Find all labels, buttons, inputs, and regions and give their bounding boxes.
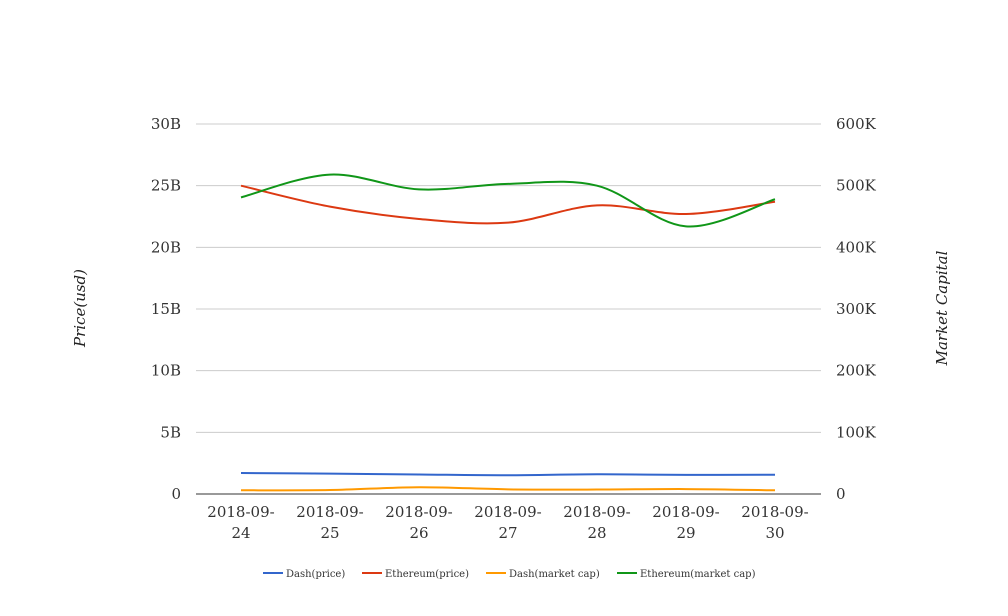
right-tick-label: 300K [836, 300, 877, 318]
right-axis-title: Market Capital [933, 250, 951, 366]
left-tick-label: 10B [151, 362, 181, 380]
series-line-dash-price [240, 472, 776, 477]
legend-label: Dash(market cap) [509, 569, 600, 580]
right-tick-label: 200K [836, 362, 877, 380]
x-axis-ticks: 2018-09-24 2018-09-25 2018-09-26 2018-09-27… [207, 503, 808, 542]
left-axis-ticks: 0 5B 10B 15B 20B 25B 30B [151, 115, 181, 503]
series-line-ethereum-price [240, 184, 776, 225]
legend: Dash(price) Ethereum(price) Dash(market ca… [263, 569, 756, 580]
left-tick-label: 20B [151, 238, 181, 256]
x-tick-label: 2018-09-30 [741, 503, 808, 542]
gridlines [196, 123, 821, 433]
x-tick-label: 2018-09-29 [652, 503, 719, 542]
right-tick-label: 100K [836, 423, 877, 441]
left-tick-label: 0 [171, 485, 181, 503]
x-tick-label: 2018-09-26 [385, 503, 452, 542]
series-line-ethereum-market-cap [240, 173, 776, 228]
x-tick-label: 2018-09-24 [207, 503, 274, 542]
left-tick-label: 25B [151, 177, 181, 195]
x-tick-label: 2018-09-27 [474, 503, 541, 542]
left-tick-label: 5B [160, 423, 181, 441]
legend-item-ethereum-market-cap[interactable]: Ethereum(market cap) [617, 569, 756, 580]
right-tick-label: 400K [836, 238, 877, 256]
x-tick-label: 2018-09-28 [563, 503, 630, 542]
legend-label: Ethereum(market cap) [640, 569, 756, 580]
right-tick-label: 0 [836, 485, 846, 503]
legend-item-dash-market-cap[interactable]: Dash(market cap) [486, 569, 600, 580]
left-tick-label: 30B [151, 115, 181, 133]
legend-item-ethereum-price[interactable]: Ethereum(price) [362, 569, 469, 580]
left-axis-title: Price(usd) [71, 269, 89, 348]
series-line-dash-market-cap [240, 486, 776, 492]
series-lines [240, 173, 776, 492]
legend-item-dash-price[interactable]: Dash(price) [263, 569, 345, 580]
right-tick-label: 600K [836, 115, 877, 133]
right-axis-ticks: 0 100K 200K 300K 400K 500K 600K [836, 115, 877, 503]
x-tick-label: 2018-09-25 [296, 503, 363, 542]
legend-label: Dash(price) [286, 569, 345, 580]
left-tick-label: 15B [151, 300, 181, 318]
right-tick-label: 500K [836, 177, 877, 195]
legend-label: Ethereum(price) [385, 569, 469, 580]
